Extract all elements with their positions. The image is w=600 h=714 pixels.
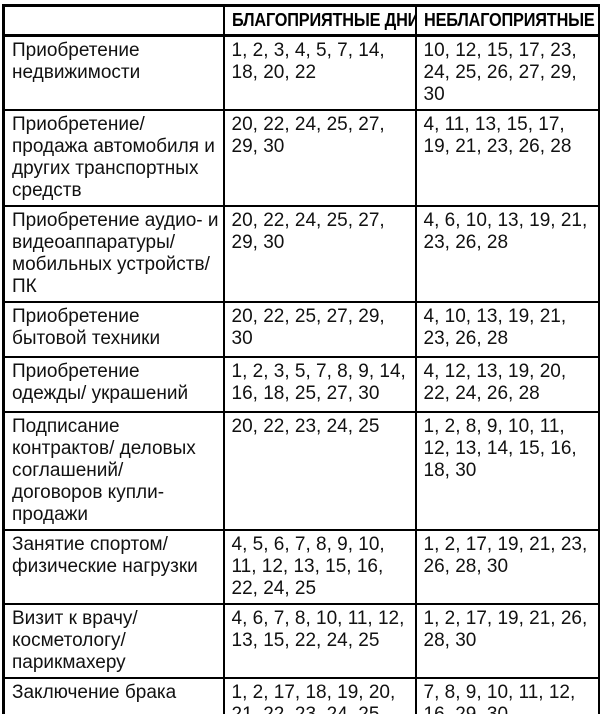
favorable-days-cell: 1, 2, 3, 5, 7, 8, 9, 14, 16, 18, 25, 27,… xyxy=(222,356,417,413)
column-header-favorable-label: БЛАГОПРИЯТНЫЕ ДНИ xyxy=(231,9,416,30)
activity-cell: Приобретение/продажа автомобиля и других… xyxy=(2,109,225,207)
favorable-days-cell: 20, 22, 24, 25, 27, 29, 30 xyxy=(222,205,417,303)
activity-cell: Заключение брака xyxy=(2,677,225,714)
activity-cell: Приобретение аудио- и видеоаппаратуры/ м… xyxy=(2,205,225,303)
unfavorable-days-cell: 10, 12, 15, 17, 23, 24, 25, 26, 27, 29, … xyxy=(414,34,600,111)
activity-cell: Визит к врачу/ косметологу/ парикмахеру xyxy=(2,603,225,679)
table-row: Заключение брака 1, 2, 17, 18, 19, 20, 2… xyxy=(2,677,600,714)
unfavorable-days-cell: 1, 2, 17, 19, 21, 26, 28, 30 xyxy=(414,603,600,679)
favorable-days-cell: 4, 6, 7, 8, 10, 11, 12, 13, 15, 22, 24, … xyxy=(222,603,417,679)
column-header-unfavorable: НЕБЛАГОПРИЯТНЫЕ ДНИ xyxy=(414,4,600,37)
favorable-days-cell: 4, 5, 6, 7, 8, 9, 10, 11, 12, 13, 15, 16… xyxy=(222,529,417,605)
table-row: Приобретение бытовой техники 20, 22, 25,… xyxy=(2,301,600,358)
favorable-days-cell: 20, 22, 25, 27, 29, 30 xyxy=(222,301,417,358)
favorable-days-cell: 20, 22, 24, 25, 27, 29, 30 xyxy=(222,109,417,207)
unfavorable-days-cell: 7, 8, 9, 10, 11, 12, 16, 29, 30 xyxy=(414,677,600,714)
table-row: Приобретение/продажа автомобиля и других… xyxy=(2,109,600,207)
table-row: Подписание контрактов/ деловых соглашени… xyxy=(2,411,600,531)
favorable-days-cell: 1, 2, 17, 18, 19, 20, 21, 22, 23, 24, 25… xyxy=(222,677,417,714)
lunar-calendar-table: БЛАГОПРИЯТНЫЕ ДНИ НЕБЛАГОПРИЯТНЫЕ ДНИ Пр… xyxy=(2,4,600,714)
corner-cell xyxy=(2,4,225,37)
unfavorable-days-cell: 1, 2, 8, 9, 10, 11, 12, 13, 14, 15, 16, … xyxy=(414,411,600,531)
header-row: БЛАГОПРИЯТНЫЕ ДНИ НЕБЛАГОПРИЯТНЫЕ ДНИ xyxy=(2,4,600,37)
favorable-days-cell: 1, 2, 3, 4, 5, 7, 14, 18, 20, 22 xyxy=(222,34,417,111)
activity-cell: Приобретение одежды/ украшений xyxy=(2,356,225,413)
unfavorable-days-cell: 1, 2, 17, 19, 21, 23, 26, 28, 30 xyxy=(414,529,600,605)
unfavorable-days-cell: 4, 6, 10, 13, 19, 21, 23, 26, 28 xyxy=(414,205,600,303)
column-header-unfavorable-label: НЕБЛАГОПРИЯТНЫЕ ДНИ xyxy=(423,9,598,30)
table-row: Визит к врачу/ косметологу/ парикмахеру … xyxy=(2,603,600,679)
activity-cell: Занятие спортом/ физические нагрузки xyxy=(2,529,225,605)
favorable-days-cell: 20, 22, 23, 24, 25 xyxy=(222,411,417,531)
column-header-favorable: БЛАГОПРИЯТНЫЕ ДНИ xyxy=(222,4,417,37)
activity-cell: Приобретение бытовой техники xyxy=(2,301,225,358)
table-row: Приобретение одежды/ украшений 1, 2, 3, … xyxy=(2,356,600,413)
table-row: Приобретение недвижимости 1, 2, 3, 4, 5,… xyxy=(2,34,600,111)
unfavorable-days-cell: 4, 10, 13, 19, 21, 23, 26, 28 xyxy=(414,301,600,358)
activity-cell: Приобретение недвижимости xyxy=(2,34,225,111)
unfavorable-days-cell: 4, 11, 13, 15, 17, 19, 21, 23, 26, 28 xyxy=(414,109,600,207)
unfavorable-days-cell: 4, 12, 13, 19, 20, 22, 24, 26, 28 xyxy=(414,356,600,413)
table-row: Занятие спортом/ физические нагрузки 4, … xyxy=(2,529,600,605)
table-row: Приобретение аудио- и видеоаппаратуры/ м… xyxy=(2,205,600,303)
activity-cell: Подписание контрактов/ деловых соглашени… xyxy=(2,411,225,531)
